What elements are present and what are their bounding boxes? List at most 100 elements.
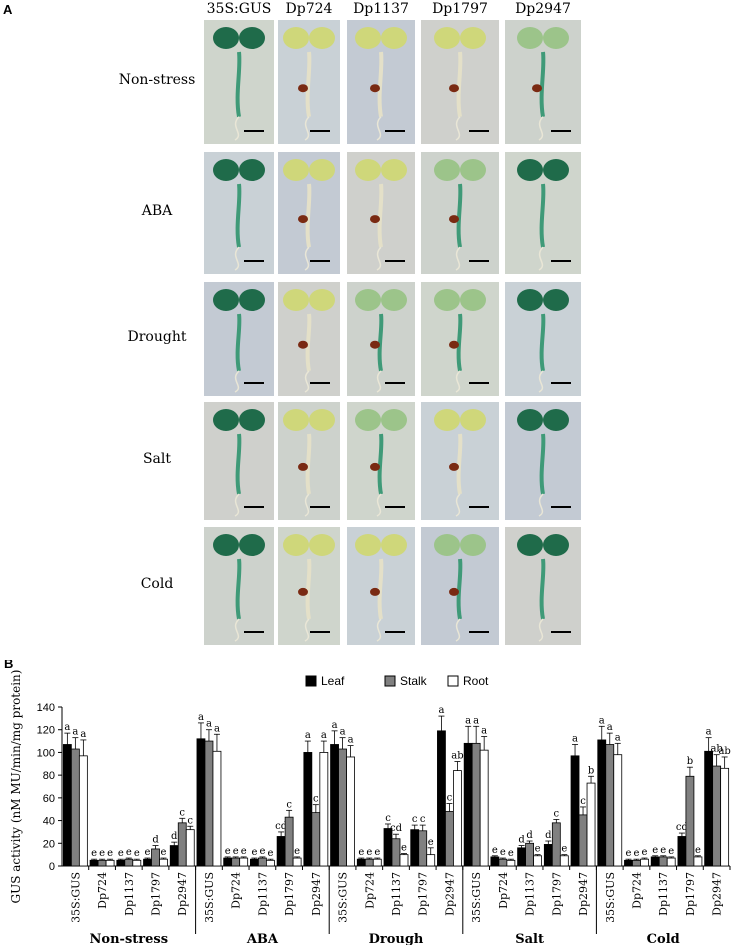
bar-stalk	[498, 858, 508, 867]
significance-letter: c	[313, 794, 319, 805]
bar-leaf	[330, 744, 339, 867]
bar-stalk	[391, 838, 401, 867]
y-tick-label: 120	[37, 725, 55, 737]
significance-letter: a	[80, 729, 86, 740]
bar-leaf	[543, 844, 553, 867]
bar-root	[78, 755, 88, 867]
significance-letter: a	[305, 730, 311, 741]
scale-bar	[310, 130, 330, 132]
significance-letter: e	[225, 846, 231, 857]
significance-letter: e	[642, 847, 648, 858]
x-tick-label: 35S:GUS	[337, 872, 350, 923]
x-tick-label: Dp724	[497, 872, 510, 909]
column-header: Dp1797	[432, 1, 488, 17]
significance-letter: e	[374, 847, 380, 858]
x-tick-label: Dp1797	[684, 872, 697, 916]
bar-root	[533, 855, 542, 867]
bar-stalk	[364, 858, 374, 867]
scale-bar	[551, 506, 571, 508]
bar-root	[666, 857, 676, 867]
bar-root	[239, 857, 249, 867]
bar-leaf	[89, 859, 99, 867]
significance-letter: a	[706, 727, 712, 738]
seedling-photo	[278, 282, 340, 396]
significance-letter: a	[332, 720, 338, 731]
significance-letter: a	[572, 733, 578, 744]
panel-a-label: A	[3, 2, 13, 17]
x-tick-label: Dp2947	[577, 872, 590, 916]
seedling-photo	[421, 152, 499, 274]
scale-bar	[551, 631, 571, 633]
legend-swatch	[384, 675, 396, 687]
x-tick-label: Dp1797	[417, 872, 430, 916]
bar-root	[132, 859, 142, 867]
y-tick-label: 40	[43, 816, 55, 828]
x-tick-label: Dp2947	[711, 872, 724, 916]
scale-bar	[385, 506, 405, 508]
row-label: Cold	[140, 576, 174, 592]
significance-letter: e	[652, 845, 658, 856]
bar-stalk	[311, 812, 321, 867]
x-tick-label: Dp1137	[524, 872, 537, 916]
bar-stalk	[685, 775, 695, 867]
significance-letter: a	[438, 705, 444, 716]
scale-bar	[551, 382, 571, 384]
significance-letter: c	[420, 814, 426, 825]
scale-bar	[310, 506, 330, 508]
significance-letter: e	[492, 845, 498, 856]
significance-letter: a	[198, 712, 204, 723]
scale-bar	[469, 631, 489, 633]
seedling-photo	[421, 20, 499, 144]
significance-letter: e	[233, 846, 239, 857]
significance-letter: a	[206, 719, 212, 730]
row-label: Salt	[142, 451, 172, 467]
significance-letter: a	[465, 715, 471, 726]
y-tick-label: 80	[43, 770, 55, 782]
y-axis-title: GUS activity (nM MU/min/mg protein)	[9, 670, 23, 904]
bar-stalk	[151, 848, 160, 867]
scale-bar	[244, 382, 264, 384]
significance-letter: d	[526, 830, 533, 841]
row-label: ABA	[141, 203, 173, 219]
bar-leaf	[463, 742, 473, 867]
bar-root	[292, 857, 302, 867]
seedling-photo	[505, 282, 581, 396]
panel-b-label: B	[4, 660, 13, 671]
significance-letter: e	[259, 846, 265, 857]
significance-letter: a	[615, 732, 621, 743]
seedling-photo	[421, 282, 499, 396]
column-header: Dp1137	[353, 1, 409, 17]
bar-root	[372, 858, 382, 867]
significance-letter: a	[214, 723, 220, 734]
bar-leaf	[196, 738, 206, 867]
significance-letter: e	[535, 844, 541, 855]
bar-root	[426, 854, 436, 867]
seedling-photo	[278, 152, 340, 274]
x-tick-label: 35S:GUS	[604, 872, 617, 923]
x-tick-label: Dp1137	[390, 872, 403, 916]
x-tick-label: Dp1137	[256, 872, 269, 916]
significance-letter: e	[145, 847, 151, 858]
x-tick-label: Dp2947	[310, 872, 323, 916]
column-header: Dp2947	[515, 1, 571, 17]
significance-letter: e	[91, 848, 97, 859]
bar-leaf	[276, 836, 286, 867]
significance-letter: a	[72, 727, 78, 738]
bar-stalk	[257, 857, 267, 867]
x-tick-label: Dp724	[96, 872, 109, 909]
scale-bar	[385, 130, 405, 132]
significance-letter: e	[241, 846, 247, 857]
significance-letter: e	[634, 848, 640, 859]
significance-letter: e	[366, 847, 372, 858]
bar-leaf	[677, 836, 687, 867]
significance-letter: cd	[275, 821, 288, 832]
x-tick-label: Dp1797	[283, 872, 296, 916]
group-label: ABA	[246, 932, 279, 945]
significance-letter: c	[447, 793, 453, 804]
scale-bar	[551, 130, 571, 132]
bar-leaf	[490, 856, 500, 867]
significance-letter: e	[401, 843, 407, 854]
seedling-photo	[505, 527, 581, 645]
significance-letter: a	[321, 730, 327, 741]
significance-letter: d	[152, 835, 159, 846]
